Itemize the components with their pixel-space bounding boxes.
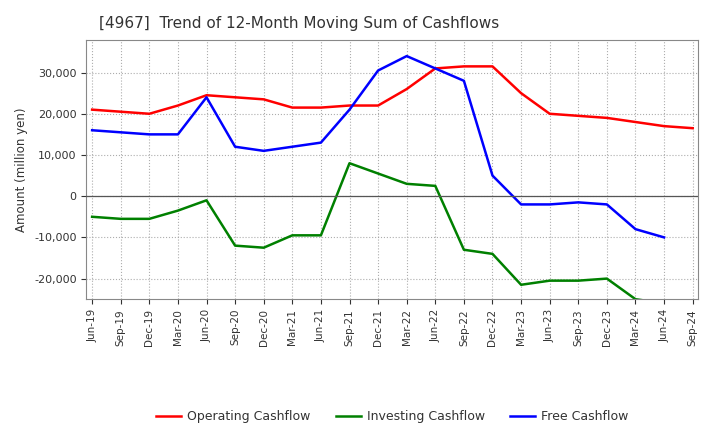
Investing Cashflow: [631, 297, 640, 302]
Investing Cashflow: [174, 208, 182, 213]
Investing Cashflow: [402, 181, 411, 187]
Operating Cashflow: [202, 92, 211, 98]
Operating Cashflow: [431, 66, 440, 71]
Operating Cashflow: [488, 64, 497, 69]
Free Cashflow: [231, 144, 240, 149]
Y-axis label: Amount (million yen): Amount (million yen): [16, 107, 29, 231]
Operating Cashflow: [259, 97, 268, 102]
Investing Cashflow: [145, 216, 153, 221]
Line: Investing Cashflow: Investing Cashflow: [92, 163, 664, 303]
Legend: Operating Cashflow, Investing Cashflow, Free Cashflow: Operating Cashflow, Investing Cashflow, …: [151, 405, 634, 428]
Operating Cashflow: [174, 103, 182, 108]
Free Cashflow: [574, 200, 582, 205]
Investing Cashflow: [202, 198, 211, 203]
Operating Cashflow: [545, 111, 554, 117]
Operating Cashflow: [345, 103, 354, 108]
Investing Cashflow: [374, 171, 382, 176]
Operating Cashflow: [517, 91, 526, 96]
Operating Cashflow: [145, 111, 153, 117]
Investing Cashflow: [288, 233, 297, 238]
Free Cashflow: [545, 202, 554, 207]
Free Cashflow: [488, 173, 497, 178]
Free Cashflow: [288, 144, 297, 149]
Line: Operating Cashflow: Operating Cashflow: [92, 66, 693, 128]
Operating Cashflow: [288, 105, 297, 110]
Operating Cashflow: [660, 124, 668, 129]
Investing Cashflow: [88, 214, 96, 220]
Free Cashflow: [345, 107, 354, 112]
Operating Cashflow: [374, 103, 382, 108]
Operating Cashflow: [231, 95, 240, 100]
Investing Cashflow: [259, 245, 268, 250]
Investing Cashflow: [459, 247, 468, 253]
Operating Cashflow: [688, 125, 697, 131]
Free Cashflow: [431, 66, 440, 71]
Operating Cashflow: [603, 115, 611, 121]
Free Cashflow: [374, 68, 382, 73]
Free Cashflow: [88, 128, 96, 133]
Investing Cashflow: [231, 243, 240, 248]
Free Cashflow: [660, 235, 668, 240]
Investing Cashflow: [345, 161, 354, 166]
Free Cashflow: [402, 53, 411, 59]
Free Cashflow: [145, 132, 153, 137]
Free Cashflow: [459, 78, 468, 84]
Free Cashflow: [317, 140, 325, 145]
Operating Cashflow: [317, 105, 325, 110]
Investing Cashflow: [317, 233, 325, 238]
Operating Cashflow: [88, 107, 96, 112]
Free Cashflow: [517, 202, 526, 207]
Operating Cashflow: [574, 113, 582, 118]
Investing Cashflow: [603, 276, 611, 281]
Investing Cashflow: [517, 282, 526, 287]
Text: [4967]  Trend of 12-Month Moving Sum of Cashflows: [4967] Trend of 12-Month Moving Sum of C…: [99, 16, 499, 32]
Operating Cashflow: [631, 119, 640, 125]
Free Cashflow: [117, 130, 125, 135]
Free Cashflow: [174, 132, 182, 137]
Free Cashflow: [631, 227, 640, 232]
Line: Free Cashflow: Free Cashflow: [92, 56, 664, 238]
Investing Cashflow: [574, 278, 582, 283]
Operating Cashflow: [402, 86, 411, 92]
Free Cashflow: [603, 202, 611, 207]
Investing Cashflow: [660, 301, 668, 306]
Free Cashflow: [259, 148, 268, 154]
Investing Cashflow: [488, 251, 497, 257]
Investing Cashflow: [545, 278, 554, 283]
Investing Cashflow: [117, 216, 125, 221]
Operating Cashflow: [459, 64, 468, 69]
Investing Cashflow: [431, 183, 440, 188]
Operating Cashflow: [117, 109, 125, 114]
Free Cashflow: [202, 95, 211, 100]
